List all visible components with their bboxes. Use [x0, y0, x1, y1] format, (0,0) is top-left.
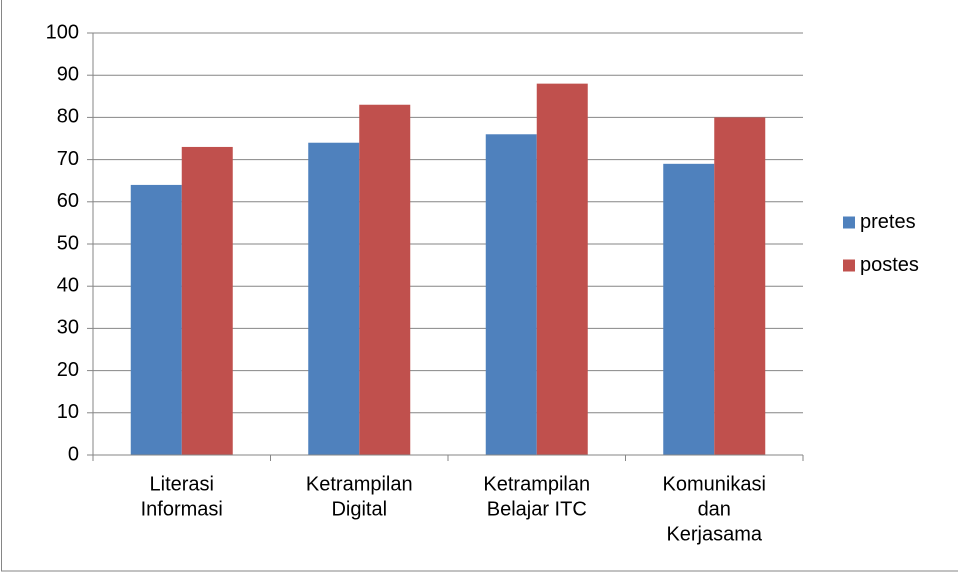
y-tick-label: 60: [57, 190, 79, 212]
y-tick-label: 80: [57, 106, 79, 128]
x-tick-label: Belajar ITC: [487, 498, 587, 520]
x-tick-label: Komunikasi: [663, 473, 766, 495]
bar: [181, 146, 233, 455]
legend-label: pretes: [860, 211, 916, 233]
x-tick-label: Digital: [331, 498, 387, 520]
y-tick-label: 40: [57, 274, 79, 296]
bar: [714, 117, 766, 456]
x-tick-label: Ketrampilan: [306, 473, 413, 495]
bar: [485, 134, 537, 455]
y-tick-label: 70: [57, 148, 79, 170]
x-tick-label: dan: [698, 498, 731, 520]
bar: [359, 104, 411, 456]
x-tick-label: Informasi: [141, 498, 223, 520]
x-tick-label: Literasi: [150, 473, 214, 495]
legend-swatch: [843, 259, 855, 272]
y-tick-label: 90: [57, 63, 79, 85]
y-tick-label: 10: [57, 401, 79, 423]
legend-swatch: [843, 216, 855, 229]
x-tick-label: Kerjasama: [666, 523, 762, 545]
bar: [536, 83, 588, 455]
y-tick-label: 100: [46, 21, 79, 43]
bar: [130, 184, 182, 456]
bar: [663, 163, 715, 455]
y-tick-label: 20: [57, 359, 79, 381]
x-tick-label: Ketrampilan: [483, 473, 590, 495]
y-tick-label: 30: [57, 317, 79, 339]
y-tick-label: 50: [57, 232, 79, 254]
legend-label: postes: [860, 254, 919, 276]
y-tick-label: 0: [68, 443, 79, 465]
bar: [308, 142, 360, 455]
